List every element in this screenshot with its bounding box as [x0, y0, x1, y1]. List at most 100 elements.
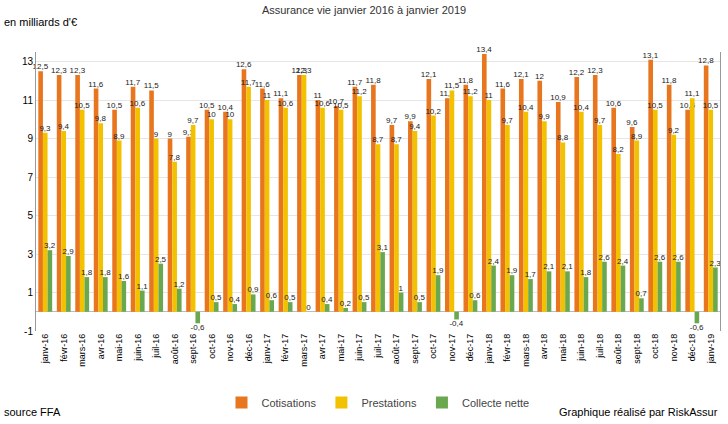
svg-text:10,5: 10,5	[107, 101, 123, 110]
svg-text:10,4: 10,4	[573, 103, 589, 112]
svg-text:10,6: 10,6	[606, 99, 622, 108]
svg-text:10,5: 10,5	[74, 101, 90, 110]
svg-text:11,7: 11,7	[241, 78, 257, 87]
svg-text:9,7: 9,7	[594, 116, 606, 125]
svg-text:12: 12	[535, 72, 544, 81]
svg-text:8,7: 8,7	[391, 135, 403, 144]
svg-text:9,7: 9,7	[502, 116, 514, 125]
svg-text:8,2: 8,2	[612, 145, 624, 154]
svg-text:0,4: 0,4	[321, 295, 333, 304]
svg-text:sept-16: sept-16	[188, 334, 198, 364]
svg-text:8,9: 8,9	[631, 132, 643, 141]
svg-text:nov-16: nov-16	[225, 334, 235, 362]
svg-text:10,2: 10,2	[425, 107, 441, 116]
svg-text:juil-17: juil-17	[373, 334, 383, 359]
svg-text:0,6: 0,6	[266, 291, 278, 300]
svg-text:en milliards d'€: en milliards d'€	[4, 16, 77, 28]
svg-text:0,9: 0,9	[247, 285, 259, 294]
svg-text:11,8: 11,8	[366, 76, 382, 85]
svg-text:11,8: 11,8	[661, 76, 677, 85]
svg-text:10,6: 10,6	[278, 99, 294, 108]
svg-text:9,9: 9,9	[405, 112, 417, 121]
svg-text:10,6: 10,6	[314, 99, 330, 108]
svg-text:10,4: 10,4	[518, 103, 534, 112]
svg-text:mars-16: mars-16	[77, 334, 87, 367]
svg-text:0,4: 0,4	[229, 295, 241, 304]
svg-text:2,1: 2,1	[562, 262, 574, 271]
svg-text:Graphique réalisé par RiskAssu: Graphique réalisé par RiskAssur	[559, 406, 718, 418]
svg-text:févr-17: févr-17	[280, 334, 290, 362]
svg-text:9,7: 9,7	[187, 116, 199, 125]
svg-text:13,4: 13,4	[476, 45, 492, 54]
svg-text:1,1: 1,1	[136, 282, 148, 291]
svg-text:9,8: 9,8	[95, 114, 107, 123]
svg-text:10,9: 10,9	[550, 93, 566, 102]
svg-text:11,8: 11,8	[458, 76, 474, 85]
svg-text:2,5: 2,5	[155, 255, 167, 264]
svg-text:8,8: 8,8	[557, 133, 569, 142]
svg-text:10,5: 10,5	[703, 101, 719, 110]
svg-text:août-16: août-16	[170, 334, 180, 365]
svg-text:janv-17: janv-17	[262, 334, 272, 365]
svg-text:11,6: 11,6	[495, 80, 511, 89]
svg-text:mars-17: mars-17	[299, 334, 309, 367]
svg-text:9,3: 9,3	[39, 124, 51, 133]
svg-text:12,1: 12,1	[421, 70, 437, 79]
svg-text:10,7: 10,7	[328, 97, 344, 106]
svg-text:janv-18: janv-18	[484, 334, 494, 365]
svg-text:12,3: 12,3	[587, 66, 603, 75]
svg-text:0,2: 0,2	[340, 299, 352, 308]
svg-text:déc-17: déc-17	[465, 334, 475, 362]
svg-text:oct-16: oct-16	[207, 334, 217, 359]
svg-text:7: 7	[27, 172, 33, 183]
svg-text:10: 10	[225, 110, 234, 119]
svg-text:11,2: 11,2	[352, 87, 368, 96]
svg-text:janv-16: janv-16	[40, 334, 50, 365]
svg-text:0,7: 0,7	[636, 289, 648, 298]
svg-text:2,9: 2,9	[63, 247, 75, 256]
svg-text:13: 13	[22, 56, 34, 67]
svg-text:10,6: 10,6	[130, 99, 146, 108]
svg-text:12,3: 12,3	[291, 66, 307, 75]
svg-text:11,1: 11,1	[440, 89, 456, 98]
svg-text:9: 9	[168, 130, 173, 139]
svg-text:1,8: 1,8	[81, 268, 93, 277]
svg-text:2,4: 2,4	[488, 257, 500, 266]
svg-text:-0,4: -0,4	[449, 319, 463, 328]
svg-text:9,2: 9,2	[668, 126, 680, 135]
svg-text:0: 0	[306, 303, 311, 312]
svg-text:8,9: 8,9	[113, 132, 125, 141]
svg-text:2,6: 2,6	[654, 253, 666, 262]
svg-text:sept-17: sept-17	[410, 334, 420, 364]
svg-text:2,6: 2,6	[599, 253, 611, 262]
svg-text:mars-18: mars-18	[521, 334, 531, 367]
svg-text:déc-18: déc-18	[687, 334, 697, 362]
svg-text:11,5: 11,5	[144, 81, 160, 90]
svg-text:3,2: 3,2	[44, 241, 56, 250]
svg-text:1,9: 1,9	[506, 266, 518, 275]
svg-text:10,5: 10,5	[647, 101, 663, 110]
svg-text:11,6: 11,6	[255, 80, 271, 89]
svg-text:11,1: 11,1	[273, 89, 289, 98]
svg-text:0,5: 0,5	[414, 293, 426, 302]
svg-text:12,1: 12,1	[513, 70, 529, 79]
svg-text:janv-19: janv-19	[706, 334, 716, 365]
svg-text:1,8: 1,8	[99, 268, 111, 277]
svg-text:12,5: 12,5	[33, 62, 49, 71]
svg-text:déc-16: déc-16	[244, 334, 254, 362]
svg-text:Collecte nette: Collecte nette	[462, 397, 529, 409]
svg-text:3,1: 3,1	[377, 243, 389, 252]
svg-text:9: 9	[27, 133, 33, 144]
svg-text:-0,6: -0,6	[191, 323, 205, 332]
svg-text:1,6: 1,6	[118, 272, 130, 281]
svg-text:Cotisations: Cotisations	[262, 397, 317, 409]
svg-text:10,5: 10,5	[680, 101, 696, 110]
svg-text:1: 1	[27, 287, 33, 298]
svg-text:févr-18: févr-18	[502, 334, 512, 362]
svg-text:mai-16: mai-16	[114, 334, 124, 362]
svg-text:avr-18: avr-18	[539, 334, 549, 360]
svg-text:Prestations: Prestations	[361, 397, 417, 409]
svg-text:2,6: 2,6	[673, 253, 685, 262]
svg-text:2,3: 2,3	[710, 259, 722, 268]
svg-text:12,8: 12,8	[698, 56, 714, 65]
